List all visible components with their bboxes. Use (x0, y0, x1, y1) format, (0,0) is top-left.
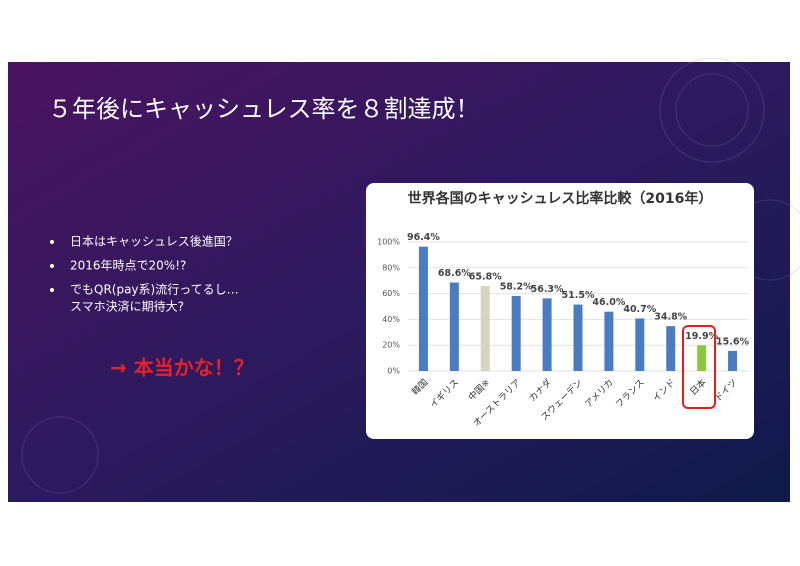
chart-title: 世界各国のキャッシュレス比率比較（2016年） (408, 190, 713, 207)
y-tick-label: 80% (382, 263, 400, 272)
value-label: 68.6% (438, 268, 471, 279)
value-label: 15.6% (716, 336, 749, 347)
y-tick-label: 60% (382, 289, 400, 298)
y-tick-label: 100% (377, 238, 400, 247)
y-tick-label: 20% (382, 341, 400, 350)
highlight-box (682, 325, 716, 409)
value-label: 96.4% (407, 232, 440, 243)
bar (511, 295, 521, 371)
value-label: 65.8% (469, 272, 502, 283)
bullet-text: でもQR(pay系)流行ってるし… (70, 283, 239, 297)
bar (697, 345, 707, 371)
bar (480, 286, 490, 371)
bullet-text: 日本はキャッシュレス後進国？ (70, 235, 238, 249)
y-tick-label: 40% (382, 315, 400, 324)
bar (542, 298, 552, 371)
value-label: 34.8% (654, 312, 687, 323)
bar (573, 304, 583, 371)
y-tick-label: 0% (387, 367, 400, 376)
value-label: 51.5% (562, 290, 595, 301)
value-label: 58.2% (500, 281, 533, 292)
bullet-text: 2016年時点で20%!? (70, 259, 186, 273)
slide-title: ５年後にキャッシュレス率を８割達成！ (48, 95, 480, 123)
bar (635, 318, 645, 371)
bar (728, 350, 738, 371)
value-label: 56.3% (531, 284, 564, 295)
bar (418, 246, 428, 371)
bar (449, 282, 459, 371)
value-label: 40.7% (623, 304, 656, 315)
bar (604, 311, 614, 371)
callout: → 本当かな！？ (110, 356, 254, 380)
bar (666, 326, 676, 371)
chart-panel (366, 183, 754, 439)
value-label: 46.0% (592, 297, 625, 308)
bullet-dot (50, 288, 54, 292)
value-label: 19.9% (685, 331, 718, 342)
bullet-text: スマホ決済に期待大? (70, 299, 184, 314)
bullet-dot (50, 264, 54, 268)
bullet-list: 日本はキャッシュレス後進国？ 2016年時点で20%!? でもQR(pay系)流行っ… (50, 235, 239, 314)
bullet-dot (50, 240, 54, 244)
